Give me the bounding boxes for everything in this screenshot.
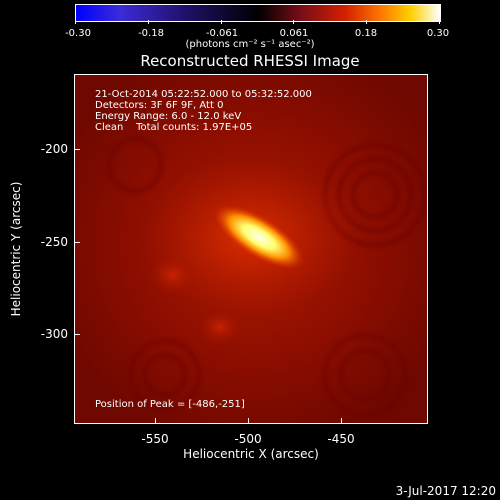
colorbar-tick-label: 0.18 (354, 28, 378, 39)
observation-time: 21-Oct-2014 05:22:52.000 to 05:32:52.000 (95, 89, 312, 100)
detectors-info: Detectors: 3F 6F 9F, Att 0 (95, 100, 224, 111)
y-tick-label: -250 (40, 235, 68, 249)
colorbar-tick-label: 0.061 (279, 28, 309, 39)
generation-date: 3-Jul-2017 12:20 (395, 484, 496, 498)
y-tick-mark (74, 242, 80, 243)
rhessi-image (75, 75, 427, 423)
flare-source-core (213, 204, 305, 270)
x-tick-label: -500 (234, 432, 262, 446)
y-tick-mark (74, 149, 80, 150)
clean-artifact-rings (107, 137, 427, 417)
rhessi-image-plot: 21-Oct-2014 05:22:52.000 to 05:32:52.000… (74, 74, 428, 424)
y-tick-label: -200 (40, 142, 68, 156)
colorbar-unit-label: (photons cm⁻² s⁻¹ asec⁻²) (185, 39, 315, 50)
secondary-source (149, 255, 197, 295)
peak-position: Position of Peak = [-486,-251] (95, 399, 245, 410)
y-tick-label: -300 (40, 327, 68, 341)
colorbar-tick-label: 0.30 (426, 28, 450, 39)
x-tick-mark (341, 418, 342, 424)
x-axis-label: Heliocentric X (arcsec) (183, 447, 319, 461)
x-tick-mark (155, 418, 156, 424)
x-tick-mark (248, 418, 249, 424)
colorbar (75, 4, 441, 22)
x-tick-label: -450 (327, 432, 355, 446)
clean-total-counts: Clean Total counts: 1.97E+05 (95, 122, 253, 133)
colorbar-tick-label: -0.30 (65, 28, 91, 39)
plot-title: Reconstructed RHESSI Image (140, 52, 360, 70)
colorbar-tick-label: -0.18 (138, 28, 164, 39)
secondary-source (198, 309, 242, 345)
x-tick-label: -550 (141, 432, 169, 446)
colorbar-tick-label: -0.061 (205, 28, 239, 39)
y-axis-label: Heliocentric Y (arcsec) (9, 181, 23, 317)
energy-range: Energy Range: 6.0 - 12.0 keV (95, 111, 242, 122)
y-tick-mark (74, 334, 80, 335)
